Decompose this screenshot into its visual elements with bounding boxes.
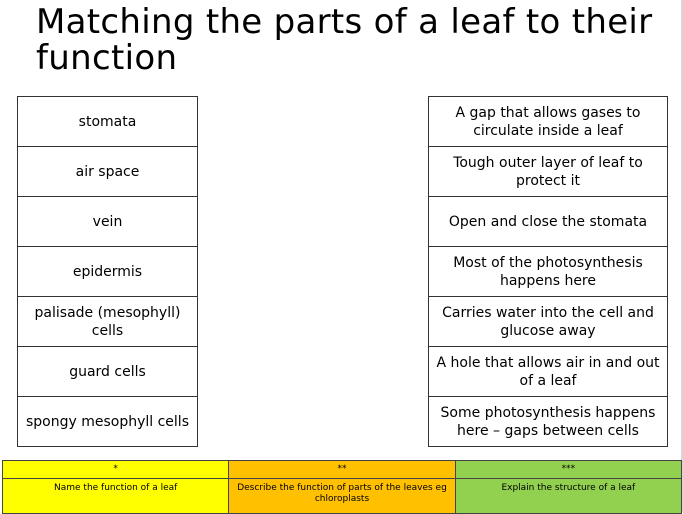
function-card[interactable]: Open and close the stomata — [428, 196, 668, 247]
level-text: Name the function of a leaf — [1, 478, 230, 514]
function-card[interactable]: Some photosynthesis happens here – gaps … — [428, 396, 668, 447]
level-stars: *** — [454, 460, 683, 479]
part-card[interactable]: palisade (mesophyll) cells — [17, 296, 198, 347]
function-card[interactable]: Tough outer layer of leaf to protect it — [428, 146, 668, 197]
level-text: Describe the function of parts of the le… — [228, 478, 456, 514]
level-stars: ** — [228, 460, 456, 479]
level-text: Explain the structure of a leaf — [454, 478, 683, 514]
level-stars: * — [1, 460, 230, 479]
parts-table: stomata air space vein epidermis palisad… — [17, 96, 198, 447]
function-card[interactable]: A gap that allows gases to circulate ins… — [428, 96, 668, 147]
function-card[interactable]: A hole that allows air in and out of a l… — [428, 346, 668, 397]
part-card[interactable]: air space — [17, 146, 198, 197]
part-card[interactable]: epidermis — [17, 246, 198, 297]
part-card[interactable]: guard cells — [17, 346, 198, 397]
functions-table: A gap that allows gases to circulate ins… — [428, 96, 668, 447]
part-card[interactable]: vein — [17, 196, 198, 247]
part-card[interactable]: spongy mesophyll cells — [17, 396, 198, 447]
part-card[interactable]: stomata — [17, 96, 198, 147]
success-criteria-table: * ** *** Name the function of a leaf Des… — [1, 460, 683, 514]
page-title: Matching the parts of a leaf to their fu… — [36, 2, 653, 78]
function-card[interactable]: Carries water into the cell and glucose … — [428, 296, 668, 347]
function-card[interactable]: Most of the photosynthesis happens here — [428, 246, 668, 297]
slide-edge — [681, 0, 683, 512]
